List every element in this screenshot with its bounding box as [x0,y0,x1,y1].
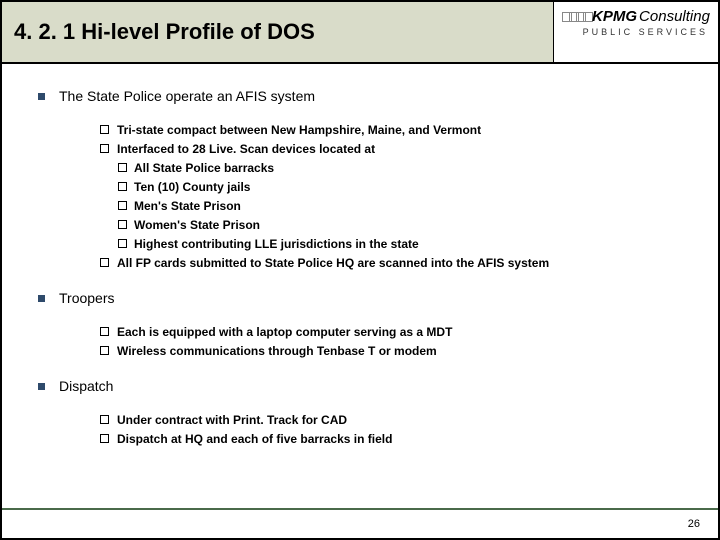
sub-item-text: Ten (10) County jails [134,178,250,196]
box-bullet-icon [118,239,127,248]
item-text: Interfaced to 28 Live. Scan devices loca… [117,140,375,158]
item-text: All FP cards submitted to State Police H… [117,254,549,272]
box-bullet-icon [100,415,109,424]
logo: KPMG Consulting [562,8,710,25]
sub-list-item: Ten (10) County jails [118,178,688,196]
box-bullet-icon [100,346,109,355]
slide-content: The State Police operate an AFIS system … [2,64,718,474]
page-number: 26 [688,518,700,530]
section-heading: The State Police operate an AFIS system [38,86,688,107]
box-bullet-icon [118,163,127,172]
list-item: Under contract with Print. Track for CAD [100,411,688,429]
box-bullet-icon [100,258,109,267]
sub-list-item: All State Police barracks [118,159,688,177]
item-text: Under contract with Print. Track for CAD [117,411,347,429]
item-text: Wireless communications through Tenbase … [117,342,437,360]
logo-brand: KPMG [592,8,637,25]
section-dispatch: Dispatch Under contract with Print. Trac… [38,376,688,448]
list-item: Dispatch at HQ and each of five barracks… [100,430,688,448]
section-heading: Troopers [38,288,688,309]
sub-list-item: Men's State Prison [118,197,688,215]
logo-squares-icon [562,12,590,22]
header-logo-area: KPMG Consulting PUBLIC SERVICES [554,2,718,62]
sub-item-text: Men's State Prison [134,197,241,215]
item-text: Each is equipped with a laptop computer … [117,323,452,341]
box-bullet-icon [100,434,109,443]
section-title: Dispatch [59,376,113,397]
box-bullet-icon [100,125,109,134]
box-bullet-icon [100,144,109,153]
sub-list-item: Women's State Prison [118,216,688,234]
square-bullet-icon [38,383,45,390]
box-bullet-icon [118,220,127,229]
item-text: Dispatch at HQ and each of five barracks… [117,430,392,448]
list-item: Interfaced to 28 Live. Scan devices loca… [100,140,688,158]
section-title: Troopers [59,288,115,309]
box-bullet-icon [118,182,127,191]
sub-item-text: Women's State Prison [134,216,260,234]
sub-item-text: Highest contributing LLE jurisdictions i… [134,235,419,253]
sub-list-item: Highest contributing LLE jurisdictions i… [118,235,688,253]
box-bullet-icon [118,201,127,210]
list-item: All FP cards submitted to State Police H… [100,254,688,272]
header-title-area: 4. 2. 1 Hi-level Profile of DOS [2,2,554,62]
item-text: Tri-state compact between New Hampshire,… [117,121,481,139]
list-item: Each is equipped with a laptop computer … [100,323,688,341]
slide-title: 4. 2. 1 Hi-level Profile of DOS [14,19,315,45]
logo-sub: Consulting [639,8,710,25]
footer-divider [2,508,718,510]
sub-item-text: All State Police barracks [134,159,274,177]
box-bullet-icon [100,327,109,336]
section-troopers: Troopers Each is equipped with a laptop … [38,288,688,360]
square-bullet-icon [38,93,45,100]
list-item: Tri-state compact between New Hampshire,… [100,121,688,139]
section-afis: The State Police operate an AFIS system … [38,86,688,272]
slide-header: 4. 2. 1 Hi-level Profile of DOS KPMG Con… [2,2,718,64]
section-heading: Dispatch [38,376,688,397]
list-item: Wireless communications through Tenbase … [100,342,688,360]
square-bullet-icon [38,295,45,302]
section-title: The State Police operate an AFIS system [59,86,315,107]
logo-tagline: PUBLIC SERVICES [583,27,718,37]
